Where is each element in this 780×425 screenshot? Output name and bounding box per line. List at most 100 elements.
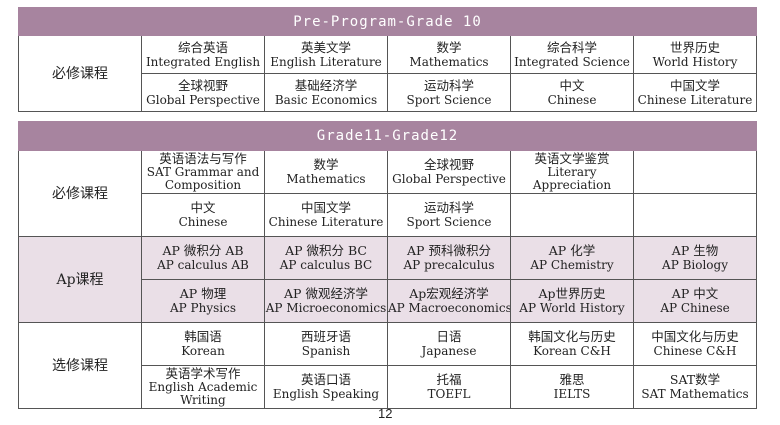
course-name-zh: 韩国文化与历史 xyxy=(528,329,616,344)
grade11-12-table: Grade11-Grade12 必修课程 英语语法与写作 SAT Grammar an… xyxy=(17,121,758,409)
course-name-zh: AP 微积分 BC xyxy=(285,243,367,258)
course-cell: 世界历史 World History xyxy=(632,35,758,74)
course-name-en: English Literature xyxy=(270,54,382,69)
course-cell: 英语学术写作 English Academic Writing xyxy=(141,365,265,409)
course-name-en: IELTS xyxy=(553,387,591,401)
course-cell: AP 化学 AP Chemistry xyxy=(510,236,634,280)
course-cell: 全球视野 Global Perspective xyxy=(387,150,511,194)
course-name-en: SAT Mathematics xyxy=(641,387,749,401)
course-cell: 运动科学 Sport Science xyxy=(387,73,511,112)
table-row: AP 物理 AP Physics AP 微观经济学 AP Microeconomics… xyxy=(19,279,758,323)
course-cell: 日语 Japanese xyxy=(387,322,511,366)
section-title: Grade11-Grade12 xyxy=(17,121,758,151)
course-name-zh: 托福 xyxy=(436,372,462,387)
pre-program-table: Pre-Program-Grade 10 必修课程 综合英语 Integrated E… xyxy=(17,7,758,112)
table-row: 全球视野 Global Perspective 基础经济学 Basic Economi… xyxy=(19,73,758,112)
course-name-zh: 中文 xyxy=(559,77,585,93)
course-cell: AP 预科微积分 AP precalculus xyxy=(387,236,511,280)
course-cell: AP 微积分 BC AP calculus BC xyxy=(264,236,388,280)
course-name-zh: 韩国语 xyxy=(184,329,222,344)
course-cell: 中文 Chinese xyxy=(141,193,265,237)
course-cell: 英语语法与写作 SAT Grammar and Composition xyxy=(141,150,265,194)
course-name-en: AP Chinese xyxy=(660,301,730,315)
course-name-zh: 数学 xyxy=(436,39,462,55)
course-name-en: Spanish xyxy=(301,344,351,358)
course-cell: 韩国文化与历史 Korean C&H xyxy=(510,322,634,366)
table-row: 必修课程 综合英语 Integrated English 英美文学 English Li… xyxy=(18,35,758,112)
course-cell: AP 微积分 AB AP calculus AB xyxy=(141,236,265,280)
course-name-zh: AP 微积分 AB xyxy=(162,243,244,258)
course-name-en: Korean xyxy=(181,344,225,358)
course-name-en: Chinese Literature xyxy=(637,92,753,107)
course-cell xyxy=(632,150,758,194)
course-name-en: Mathematics xyxy=(286,172,366,186)
course-cell: AP 微观经济学 AP Microeconomics xyxy=(264,279,388,323)
course-name-en: English Speaking xyxy=(272,387,380,401)
course-cell: 基础经济学 Basic Economics xyxy=(264,73,388,112)
course-name-zh: 日语 xyxy=(436,329,462,344)
course-cell: 英语文学鉴赏 Literary Appreciation xyxy=(510,150,634,194)
course-cell: 综合科学 Integrated Science xyxy=(510,35,634,74)
section-title: Pre-Program-Grade 10 xyxy=(17,7,758,36)
course-name-en: Japanese xyxy=(421,344,477,358)
course-name-en: Global Perspective xyxy=(392,172,506,186)
course-name-en: World History xyxy=(652,54,738,69)
course-name-en: Chinese C&H xyxy=(653,344,737,358)
course-name-zh: 综合英语 xyxy=(177,39,228,55)
category-label: 选修课程 xyxy=(18,322,142,409)
course-cell: SAT数学 SAT Mathematics xyxy=(632,365,758,409)
course-name-en: SAT Grammar and Composition xyxy=(146,165,260,192)
category-label: 必修课程 xyxy=(18,35,142,112)
course-name-en: Chinese xyxy=(178,215,228,229)
course-name-zh: 雅思 xyxy=(559,372,585,387)
table-row: 选修课程 韩国语 Korean 西班牙语 Spanish 日语 Japanese 韩国文化与历… xyxy=(18,322,758,409)
course-name-zh: AP 预科微积分 xyxy=(407,243,491,258)
course-cell: AP 中文 AP Chinese xyxy=(632,279,758,323)
category-label: Ap课程 xyxy=(18,236,142,323)
course-name-zh: 中国文学 xyxy=(300,200,351,215)
course-cell: 中文 Chinese xyxy=(510,73,634,112)
course-cell: 中国文学 Chinese Literature xyxy=(632,73,758,112)
course-cell: 雅思 IELTS xyxy=(510,365,634,409)
course-name-en: AP calculus BC xyxy=(279,258,373,272)
course-name-zh: 综合科学 xyxy=(546,39,597,55)
course-name-en: Global Perspective xyxy=(146,92,260,107)
course-cell: 英语口语 English Speaking xyxy=(264,365,388,409)
course-name-zh: SAT数学 xyxy=(669,372,721,387)
course-name-zh: AP 中文 xyxy=(671,286,719,301)
course-name-zh: 西班牙语 xyxy=(300,329,351,344)
course-name-en: AP Biology xyxy=(662,258,728,272)
course-name-en: Literary Appreciation xyxy=(532,165,612,192)
course-cell: AP 物理 AP Physics xyxy=(141,279,265,323)
course-name-en: English Academic Writing xyxy=(148,380,258,407)
course-cell: 西班牙语 Spanish xyxy=(264,322,388,366)
course-name-en: Chinese xyxy=(547,92,597,107)
section-header-row: Grade11-Grade12 xyxy=(17,121,758,151)
table-row: 必修课程 英语语法与写作 SAT Grammar and Composition 数学… xyxy=(18,150,758,237)
course-name-zh: 世界历史 xyxy=(670,39,721,55)
table-row: Ap课程 AP 微积分 AB AP calculus AB AP 微积分 BC AP c… xyxy=(18,236,758,323)
course-cell: 运动科学 Sport Science xyxy=(387,193,511,237)
course-name-en: AP Physics xyxy=(169,301,236,315)
course-name-en: AP Macroeconomics xyxy=(388,301,511,315)
course-name-zh: 运动科学 xyxy=(423,200,474,215)
course-cell xyxy=(632,193,758,237)
section-header-row: Pre-Program-Grade 10 xyxy=(17,7,758,36)
course-name-en: AP World History xyxy=(519,301,625,315)
course-name-zh: 英语语法与写作 xyxy=(159,151,247,166)
course-name-en: AP calculus AB xyxy=(157,258,249,272)
category-label: 必修课程 xyxy=(18,150,142,237)
course-name-zh: AP 微观经济学 xyxy=(284,286,368,301)
course-cell: Ap世界历史 AP World History xyxy=(510,279,634,323)
course-name-zh: 英语口语 xyxy=(300,372,351,387)
course-name-en: Chinese Literature xyxy=(268,215,384,229)
course-name-en: AP Chemistry xyxy=(530,258,614,272)
course-name-zh: AP 物理 xyxy=(179,286,227,301)
course-name-en: Integrated English xyxy=(145,54,261,69)
course-cell xyxy=(510,193,634,237)
course-name-zh: 英美文学 xyxy=(300,39,351,55)
course-name-en: AP Microeconomics xyxy=(265,301,387,315)
course-name-zh: 中文 xyxy=(190,200,216,215)
course-name-zh: 数学 xyxy=(313,157,339,172)
course-cell: Ap宏观经济学 AP Macroeconomics xyxy=(387,279,511,323)
